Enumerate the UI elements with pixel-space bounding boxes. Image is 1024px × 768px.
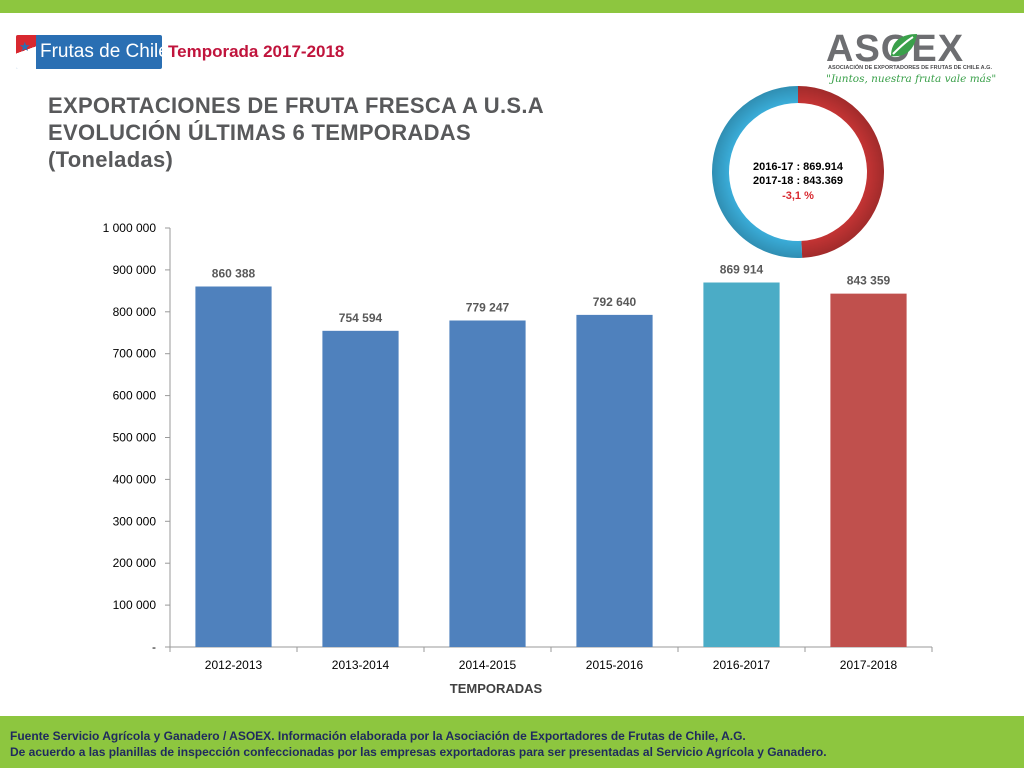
bar-2016-2017 [703,282,780,647]
y-tick-label: 700 000 [113,347,157,361]
bar-2013-2014 [322,330,399,647]
y-tick-label: 300 000 [113,514,157,528]
comparison-line-2: 2017-18 : 843.369 [753,175,843,187]
bar-2017-2018 [830,293,907,647]
bar-value-label: 792 640 [593,295,637,309]
y-tick-label: 400 000 [113,472,157,486]
y-tick-label: 100 000 [113,598,157,612]
y-tick-label: 600 000 [113,389,157,403]
y-tick-label: 900 000 [113,263,157,277]
bar-value-label: 860 388 [212,266,256,280]
comparison-text: 2016-17 : 869.914 2017-18 : 843.369 -3,1… [720,160,876,203]
y-tick-label: 800 000 [113,305,157,319]
page-title: EXPORTACIONES DE FRUTA FRESCA A U.S.A EV… [48,92,688,173]
bar-chart: - 100 000 200 000 300 000 400 000 500 000 600 … [103,221,933,696]
asoex-logo: ASOEX ASOCIACIÓN DE EXPORTADORES DE FRUT… [824,28,996,86]
leaf-icon [891,34,917,57]
comparison-change: -3,1 % [782,190,814,202]
x-tick-label: 2014-2015 [459,658,517,672]
title-line-3: (Toneladas) [48,147,174,172]
x-tick-label: 2017-2018 [840,658,898,672]
x-tick-label: 2012-2013 [205,658,263,672]
top-accent-bar [0,0,1024,13]
footer-note-line: De acuerdo a las planillas de inspección… [10,745,827,759]
comparison-line-1: 2016-17 : 869.914 [753,161,843,173]
x-axis-title: TEMPORADAS [450,681,543,696]
x-tick-label: 2016-2017 [713,658,771,672]
y-tick-label: 1 000 000 [103,221,157,235]
comparison-donut [711,86,884,258]
bar-2015-2016 [576,314,653,647]
bar-value-label: 869 914 [720,263,764,277]
bar-value-label: 779 247 [466,300,510,314]
x-tick-label: 2013-2014 [332,658,390,672]
asoex-subtitle: ASOCIACIÓN DE EXPORTADORES DE FRUTAS DE … [828,65,992,71]
brand-logo-text: Frutas de Chile [40,41,162,62]
footer-source-line: Fuente Servicio Agrícola y Ganadero / AS… [10,729,746,743]
y-tick-label: - [152,640,156,654]
bar-2012-2013 [195,286,272,647]
y-tick-label: 200 000 [113,556,157,570]
title-line-1: EXPORTACIONES DE FRUTA FRESCA A U.S.A [48,93,544,118]
y-tick-label: 500 000 [113,431,157,445]
season-label: Temporada 2017-2018 [168,42,345,61]
asoex-slogan: "Juntos, nuestra fruta vale más" [826,73,997,85]
bar-value-label: 843 359 [847,274,891,288]
footer: Fuente Servicio Agrícola y Ganadero / AS… [0,716,1024,768]
bar-2014-2015 [449,320,526,647]
star-icon: ★ [19,39,31,54]
bar-value-label: 754 594 [339,311,383,325]
title-line-2: EVOLUCIÓN ÚLTIMAS 6 TEMPORADAS [48,120,471,145]
frutas-de-chile-logo: ★ Frutas de Chile [16,35,162,69]
x-tick-label: 2015-2016 [586,658,644,672]
